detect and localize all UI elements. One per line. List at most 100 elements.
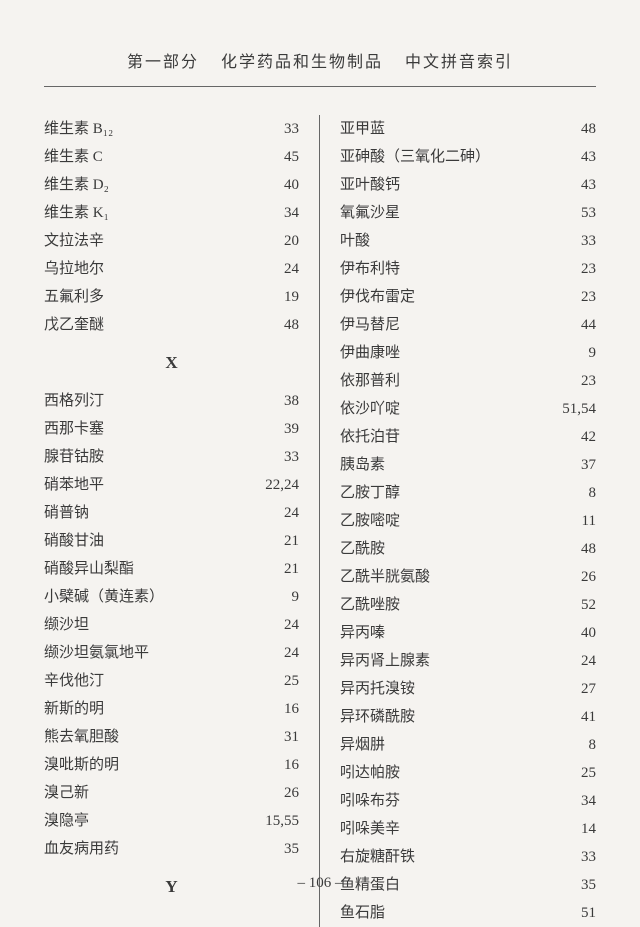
index-entry-name: 伊布利特: [340, 255, 400, 283]
index-entry-page: 25: [581, 759, 596, 787]
index-entry-page: 15,55: [265, 807, 299, 835]
index-row: 溴吡斯的明 16: [44, 751, 299, 779]
index-row: 西那卡塞39: [44, 415, 299, 443]
index-entry-name: 伊马替尼: [340, 311, 400, 339]
index-row: 乙胺嘧啶11: [340, 507, 596, 535]
index-row: 异丙肾上腺素24: [340, 647, 596, 675]
index-entry-name: 辛伐他汀: [44, 667, 104, 695]
index-entry-name: 西那卡塞: [44, 415, 104, 443]
index-entry-name: 小檗碱（黄连素）: [44, 583, 164, 611]
index-row: 乙胺丁醇 8: [340, 479, 596, 507]
index-entry-page: 43: [581, 171, 596, 199]
header-part: 第一部分: [127, 54, 199, 71]
index-entry-name: 硝酸异山梨酯: [44, 555, 134, 583]
index-entry-page: 48: [581, 535, 596, 563]
index-row: 吲达帕胺25: [340, 759, 596, 787]
index-entry-page: 9: [292, 583, 300, 611]
index-row: 小檗碱（黄连素） 9: [44, 583, 299, 611]
index-row: 氧氟沙星53: [340, 199, 596, 227]
index-entry-name: 异环磷酰胺: [340, 703, 415, 731]
index-entry-page: 51: [581, 899, 596, 927]
index-entry-page: 48: [284, 311, 299, 339]
index-entry-name: 胰岛素: [340, 451, 385, 479]
index-entry-page: 23: [581, 367, 596, 395]
index-entry-page: 21: [284, 527, 299, 555]
index-entry-name: 维生素 D₂: [44, 171, 109, 199]
index-entry-page: 23: [581, 283, 596, 311]
index-entry-page: 14: [581, 815, 596, 843]
index-row: 异环磷酰胺41: [340, 703, 596, 731]
index-row: 乙酰半胱氨酸26: [340, 563, 596, 591]
index-entry-page: 40: [581, 619, 596, 647]
index-entry-page: 43: [581, 143, 596, 171]
index-row: 溴隐亭15,55: [44, 807, 299, 835]
index-row: 维生素 C45: [44, 143, 299, 171]
index-row: 乌拉地尔24: [44, 255, 299, 283]
index-entry-page: 23: [581, 255, 596, 283]
index-entry-page: 8: [589, 731, 597, 759]
index-entry-name: 吲哚布芬: [340, 787, 400, 815]
index-row: 西格列汀38: [44, 387, 299, 415]
index-row: 硝酸异山梨酯21: [44, 555, 299, 583]
index-row: 依那普利 23: [340, 367, 596, 395]
index-entry-page: 35: [284, 835, 299, 863]
index-entry-name: 亚叶酸钙: [340, 171, 400, 199]
index-entry-name: 氧氟沙星: [340, 199, 400, 227]
index-entry-name: 依沙吖啶: [340, 395, 400, 423]
index-entry-page: 16: [284, 751, 299, 779]
index-entry-name: 异丙嗪: [340, 619, 385, 647]
index-row: 伊马替尼44: [340, 311, 596, 339]
index-entry-page: 19: [284, 283, 299, 311]
index-entry-name: 乙胺嘧啶: [340, 507, 400, 535]
index-entry-name: 依那普利: [340, 367, 400, 395]
index-row: 文拉法辛20: [44, 227, 299, 255]
index-row: 亚砷酸（三氧化二砷） 43: [340, 143, 596, 171]
index-entry-name: 右旋糖酐铁: [340, 843, 415, 871]
index-entry-name: 依托泊苷: [340, 423, 400, 451]
index-entry-name: 亚砷酸（三氧化二砷）: [340, 143, 490, 171]
index-entry-page: 24: [581, 647, 596, 675]
index-entry-name: 维生素 B₁₂: [44, 115, 113, 143]
page-number: – 106 –: [0, 875, 640, 892]
page-header: 第一部分 化学药品和生物制品 中文拼音索引: [44, 48, 596, 87]
index-row: 五氟利多19: [44, 283, 299, 311]
index-entry-page: 33: [581, 843, 596, 871]
index-row: 异烟肼 8: [340, 731, 596, 759]
index-entry-name: 吲哚美辛: [340, 815, 400, 843]
index-entry-name: 异丙托溴铵: [340, 675, 415, 703]
index-entry-name: 维生素 C: [44, 143, 103, 171]
index-entry-page: 24: [284, 611, 299, 639]
index-row: 叶酸33: [340, 227, 596, 255]
index-entry-name: 乙胺丁醇: [340, 479, 400, 507]
index-entry-name: 溴己新: [44, 779, 89, 807]
index-row: 胰岛素 37: [340, 451, 596, 479]
index-row: 异丙嗪 40: [340, 619, 596, 647]
index-entry-name: 维生素 K₁: [44, 199, 109, 227]
index-entry-name: 溴吡斯的明: [44, 751, 119, 779]
index-entry-page: 24: [284, 639, 299, 667]
index-entry-page: 37: [581, 451, 596, 479]
right-column: 亚甲蓝48亚砷酸（三氧化二砷）43亚叶酸钙43氧氟沙星53叶酸33伊布利特23伊…: [320, 115, 596, 927]
index-row: 缬沙坦 24: [44, 611, 299, 639]
index-entry-name: 新斯的明: [44, 695, 104, 723]
index-entry-page: 34: [581, 787, 596, 815]
index-row: 缬沙坦氨氯地平24: [44, 639, 299, 667]
index-entry-page: 24: [284, 499, 299, 527]
index-row: 乙酰胺48: [340, 535, 596, 563]
header-subtitle: 中文拼音索引: [405, 54, 513, 71]
index-row: 乙酰唑胺52: [340, 591, 596, 619]
index-row: 硝普钠24: [44, 499, 299, 527]
index-entry-page: 25: [284, 667, 299, 695]
index-entry-page: 9: [589, 339, 597, 367]
index-entry-page: 22,24: [265, 471, 299, 499]
index-entry-page: 33: [581, 227, 596, 255]
index-entry-name: 异烟肼: [340, 731, 385, 759]
index-row: 依托泊苷42: [340, 423, 596, 451]
index-entry-name: 缬沙坦: [44, 611, 89, 639]
index-entry-page: 20: [284, 227, 299, 255]
index-entry-page: 26: [581, 563, 596, 591]
index-row: 溴己新26: [44, 779, 299, 807]
index-entry-page: 33: [284, 115, 299, 143]
index-row: 戊乙奎醚48: [44, 311, 299, 339]
index-entry-page: 8: [589, 479, 597, 507]
